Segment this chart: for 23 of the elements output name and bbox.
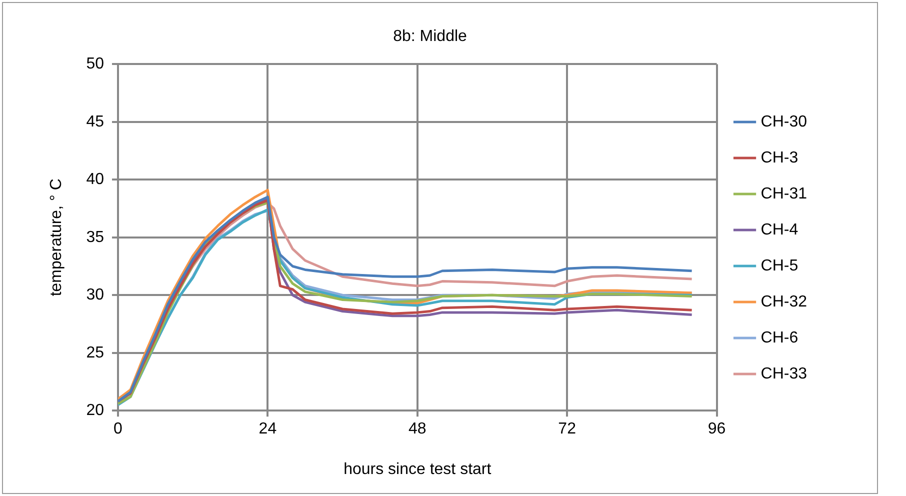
legend-label: CH-32	[760, 293, 808, 310]
y-tick-label: 50	[86, 56, 104, 73]
x-tick-label: 72	[558, 420, 576, 438]
legend-label: CH-6	[760, 329, 798, 346]
y-tick-label: 35	[86, 228, 104, 246]
legend-label: CH-3	[760, 149, 798, 166]
y-tick-label: 30	[86, 286, 104, 304]
legend-label: CH-5	[760, 257, 798, 274]
x-axis-title: hours since test start	[344, 460, 492, 478]
y-axis-title: temperature, ° C	[48, 178, 66, 296]
x-tick-label: 24	[258, 420, 277, 438]
legend-label: CH-30	[760, 113, 808, 130]
y-tick-label: 25	[86, 344, 104, 362]
chart-title: 8b: Middle	[393, 28, 468, 46]
legend-label: CH-33	[760, 365, 808, 382]
legend-label: CH-31	[760, 185, 808, 202]
x-tick-label: 96	[708, 420, 726, 438]
x-tick-label: 48	[408, 420, 426, 438]
y-tick-label: 20	[86, 402, 104, 420]
y-tick-label: 45	[86, 113, 104, 130]
legend-label: CH-4	[760, 221, 798, 238]
x-tick-label: 0	[114, 420, 123, 438]
y-tick-label: 40	[86, 171, 104, 188]
